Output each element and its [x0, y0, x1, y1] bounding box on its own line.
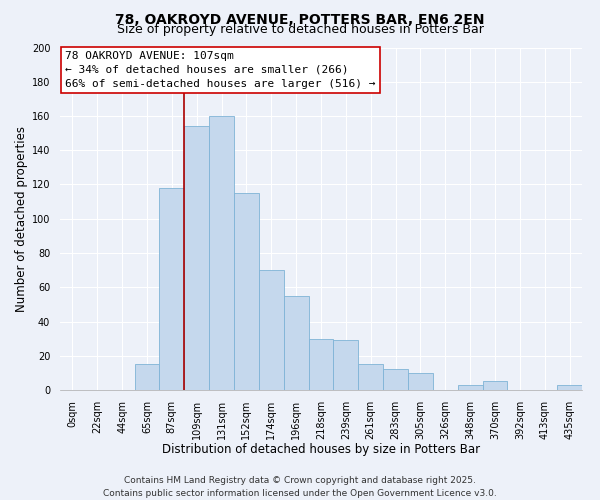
Bar [383, 370, 408, 390]
Bar [557, 385, 582, 390]
Bar [308, 338, 334, 390]
Bar [209, 116, 234, 390]
Bar [284, 296, 308, 390]
Bar [160, 188, 184, 390]
Bar [334, 340, 358, 390]
Bar [184, 126, 209, 390]
Text: 78, OAKROYD AVENUE, POTTERS BAR, EN6 2EN: 78, OAKROYD AVENUE, POTTERS BAR, EN6 2EN [115, 12, 485, 26]
X-axis label: Distribution of detached houses by size in Potters Bar: Distribution of detached houses by size … [162, 444, 480, 456]
Bar [408, 373, 433, 390]
Bar [259, 270, 284, 390]
Text: Contains HM Land Registry data © Crown copyright and database right 2025.
Contai: Contains HM Land Registry data © Crown c… [103, 476, 497, 498]
Bar [234, 193, 259, 390]
Bar [458, 385, 482, 390]
Text: 78 OAKROYD AVENUE: 107sqm
← 34% of detached houses are smaller (266)
66% of semi: 78 OAKROYD AVENUE: 107sqm ← 34% of detac… [65, 51, 376, 89]
Text: Size of property relative to detached houses in Potters Bar: Size of property relative to detached ho… [116, 22, 484, 36]
Y-axis label: Number of detached properties: Number of detached properties [14, 126, 28, 312]
Bar [482, 382, 508, 390]
Bar [358, 364, 383, 390]
Bar [134, 364, 160, 390]
